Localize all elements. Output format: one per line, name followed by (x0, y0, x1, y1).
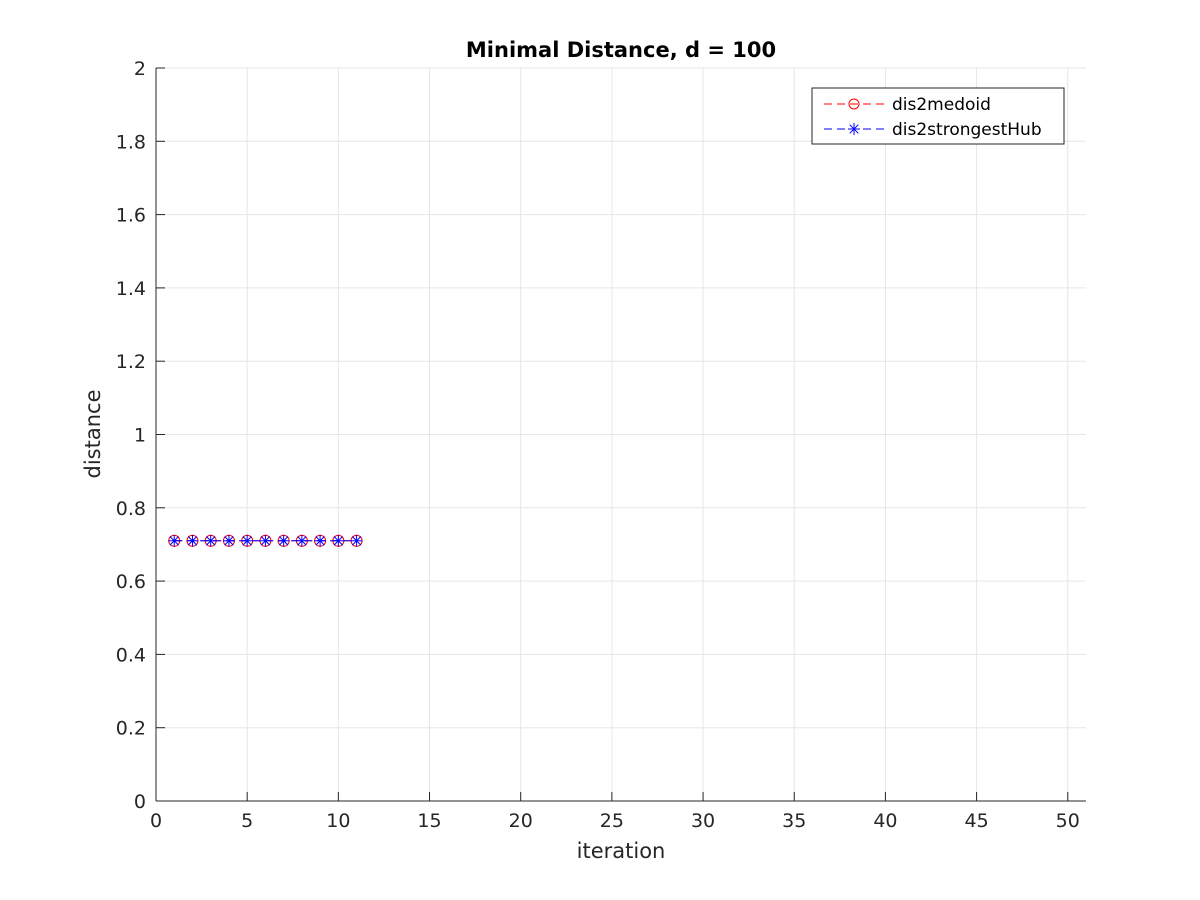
legend-entry-dis2strongestHub: dis2strongestHub (824, 120, 1042, 140)
legend-entry-dis2medoid: dis2medoid (824, 95, 991, 115)
y-tick-label: 1.4 (116, 278, 146, 300)
y-tick-label: 1.6 (116, 205, 146, 227)
x-tick-label: 40 (873, 810, 897, 832)
data-point-dis2strongestHub (241, 534, 254, 547)
x-tick-label: 15 (417, 810, 441, 832)
x-tick-label: 45 (964, 810, 988, 832)
data-point-dis2strongestHub (295, 534, 308, 547)
x-tick-label: 10 (326, 810, 350, 832)
chart-title: Minimal Distance, d = 100 (466, 38, 776, 62)
legend-label-dis2strongestHub: dis2strongestHub (892, 120, 1042, 140)
x-tick-label: 0 (150, 810, 162, 832)
y-tick-label: 0.6 (116, 571, 146, 593)
x-tick-label: 5 (241, 810, 253, 832)
x-axis-label: iteration (577, 839, 666, 863)
data-point-dis2strongestHub (350, 534, 363, 547)
legend-asterisk-shape (848, 123, 860, 135)
x-tick-label: 30 (691, 810, 715, 832)
legend-marker-asterisk (848, 123, 860, 135)
y-axis-label: distance (81, 390, 105, 479)
y-tick-label: 0 (134, 791, 146, 813)
tick-labels: 0 5 10 15 20 25 30 35 40 45 50 0 0.2 0.4 0.6 0.8 1 1.2 1.4… (116, 58, 1080, 832)
y-tick-label: 1 (134, 425, 146, 447)
data-point-dis2strongestHub (186, 534, 199, 547)
x-tick-label: 50 (1056, 810, 1080, 832)
legend: dis2medoid dis2strongestHub (811, 87, 1065, 145)
data-point-dis2strongestHub (168, 534, 181, 547)
y-tick-label: 0.8 (116, 498, 146, 520)
y-tick-label: 1.8 (116, 131, 146, 153)
x-tick-label: 25 (600, 810, 624, 832)
y-tick-label: 2 (134, 58, 146, 80)
data-point-dis2strongestHub (222, 534, 235, 547)
legend-marker-circle (848, 98, 860, 110)
x-tick-label: 35 (782, 810, 806, 832)
series-dis2strongestHub (168, 534, 363, 547)
y-tick-label: 0.2 (116, 718, 146, 740)
y-tick-label: 1.2 (116, 351, 146, 373)
data-point-dis2strongestHub (277, 534, 290, 547)
data-point-dis2strongestHub (204, 534, 217, 547)
y-tick-label: 0.4 (116, 644, 146, 666)
series-layer (168, 534, 363, 547)
data-point-dis2strongestHub (332, 534, 345, 547)
x-tick-label: 20 (509, 810, 533, 832)
data-point-dis2strongestHub (259, 534, 272, 547)
data-point-dis2strongestHub (314, 534, 327, 547)
legend-label-dis2medoid: dis2medoid (892, 95, 991, 115)
axes (155, 67, 1086, 802)
